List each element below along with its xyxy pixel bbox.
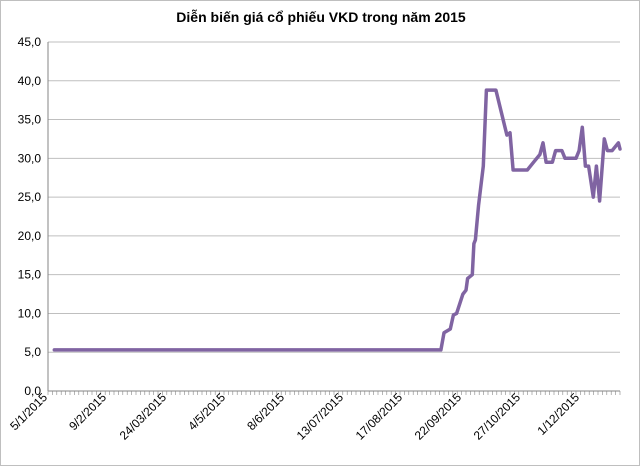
x-tick-label: 1/12/2015 bbox=[534, 390, 582, 438]
y-tick-label: 0,0 bbox=[24, 384, 41, 398]
x-tick-label: 9/2/2015 bbox=[66, 390, 109, 433]
chart-title: Diễn biến giá cổ phiếu VKD trong năm 201… bbox=[176, 9, 466, 25]
x-tick-label: 4/5/2015 bbox=[185, 390, 228, 433]
y-tick-label: 15,0 bbox=[18, 268, 42, 282]
x-tick-label: 22/09/2015 bbox=[412, 390, 465, 443]
y-tick-label: 45,0 bbox=[18, 35, 42, 49]
y-tick-label: 40,0 bbox=[18, 74, 42, 88]
x-tick-label: 8/6/2015 bbox=[244, 390, 287, 433]
x-tick-label: 24/03/2015 bbox=[117, 390, 170, 443]
x-tick-label: 13/07/2015 bbox=[294, 390, 347, 443]
y-tick-label: 20,0 bbox=[18, 229, 42, 243]
y-tick-label: 30,0 bbox=[18, 151, 42, 165]
y-tick-label: 25,0 bbox=[18, 190, 42, 204]
series-line-vkd bbox=[52, 88, 622, 352]
x-tick-label: 27/10/2015 bbox=[471, 390, 524, 443]
y-tick-label: 5,0 bbox=[24, 345, 41, 359]
y-tick-label: 10,0 bbox=[18, 306, 42, 320]
y-tick-label: 35,0 bbox=[18, 113, 42, 127]
x-tick-label: 17/08/2015 bbox=[353, 390, 406, 443]
